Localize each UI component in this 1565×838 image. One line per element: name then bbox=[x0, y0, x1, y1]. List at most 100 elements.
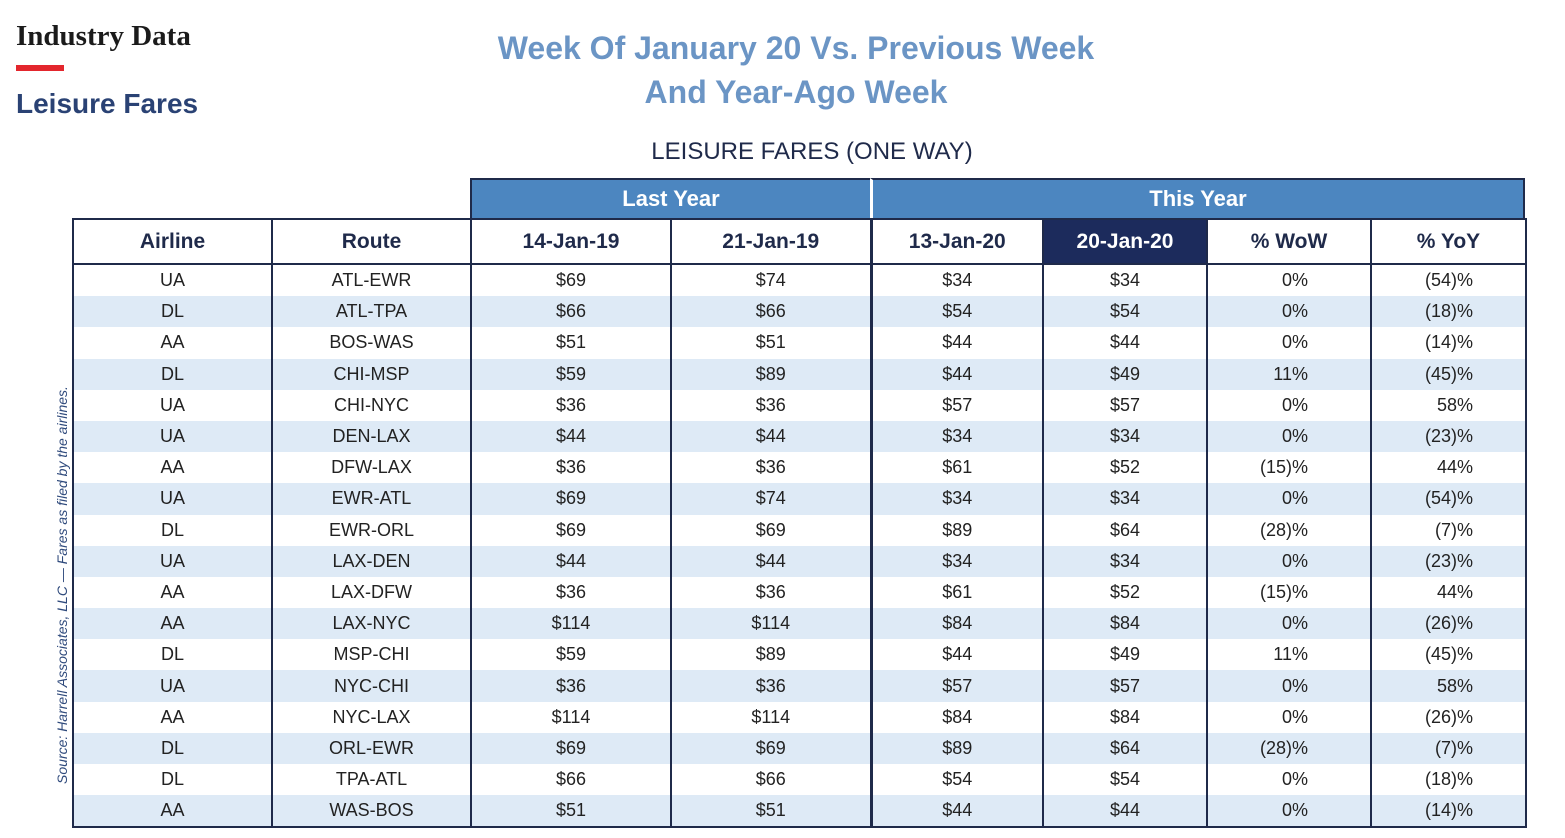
table-row: DL MSP-CHI $59 $89 $44 $49 11% (45)% bbox=[72, 639, 1527, 671]
route-cell: DFW-LAX bbox=[271, 452, 472, 484]
airline-cell: DL bbox=[72, 514, 273, 546]
fare-21-jan-19-cell: $51 bbox=[670, 795, 872, 829]
fare-14-jan-19-cell: $69 bbox=[470, 514, 672, 546]
route-cell: DEN-LAX bbox=[271, 420, 472, 453]
column-header-14-jan-19: 14-Jan-19 bbox=[470, 218, 672, 265]
airline-cell: DL bbox=[72, 764, 273, 796]
table-row: AA LAX-DFW $36 $36 $61 $52 (15)% 44% bbox=[72, 576, 1527, 609]
fare-20-jan-20-cell: $57 bbox=[1042, 389, 1208, 421]
pct-wow-cell: (15)% bbox=[1206, 452, 1372, 484]
fare-14-jan-19-cell: $114 bbox=[470, 608, 672, 640]
fare-21-jan-19-cell: $36 bbox=[670, 576, 872, 609]
fare-13-jan-20-cell: $89 bbox=[869, 732, 1044, 764]
fare-13-jan-20-cell: $54 bbox=[869, 296, 1044, 328]
group-header-this-year: This Year bbox=[870, 178, 1525, 218]
pct-yoy-cell: (18)% bbox=[1370, 764, 1527, 796]
route-cell: BOS-WAS bbox=[271, 327, 472, 359]
fare-21-jan-19-cell: $89 bbox=[670, 358, 872, 390]
route-cell: LAX-DEN bbox=[271, 545, 472, 577]
airline-cell: AA bbox=[72, 701, 273, 733]
pct-yoy-cell: (14)% bbox=[1370, 795, 1527, 829]
airline-cell: DL bbox=[72, 639, 273, 671]
fare-21-jan-19-cell: $74 bbox=[670, 264, 872, 297]
fare-13-jan-20-cell: $84 bbox=[869, 608, 1044, 640]
fare-20-jan-20-cell: $52 bbox=[1042, 452, 1208, 484]
table-row: DL TPA-ATL $66 $66 $54 $54 0% (18)% bbox=[72, 764, 1527, 796]
fare-21-jan-19-cell: $51 bbox=[670, 327, 872, 359]
fares-table: Airline Route 14-Jan-19 21-Jan-19 13-Jan… bbox=[72, 218, 1527, 829]
route-cell: NYC-LAX bbox=[271, 701, 472, 733]
table-row: AA WAS-BOS $51 $51 $44 $44 0% (14)% bbox=[72, 795, 1527, 829]
pct-yoy-cell: (26)% bbox=[1370, 608, 1527, 640]
fare-20-jan-20-cell: $49 bbox=[1042, 358, 1208, 390]
fare-21-jan-19-cell: $114 bbox=[670, 701, 872, 733]
table-row: UA EWR-ATL $69 $74 $34 $34 0% (54)% bbox=[72, 483, 1527, 515]
column-header-pct-wow: % WoW bbox=[1206, 218, 1372, 265]
fare-14-jan-19-cell: $44 bbox=[470, 545, 672, 577]
pct-yoy-cell: (14)% bbox=[1370, 327, 1527, 359]
pct-wow-cell: (28)% bbox=[1206, 732, 1372, 764]
fare-14-jan-19-cell: $51 bbox=[470, 327, 672, 359]
pct-yoy-cell: (54)% bbox=[1370, 483, 1527, 515]
pct-yoy-cell: 44% bbox=[1370, 576, 1527, 609]
pct-yoy-cell: 44% bbox=[1370, 452, 1527, 484]
fare-21-jan-19-cell: $66 bbox=[670, 296, 872, 328]
fare-14-jan-19-cell: $36 bbox=[470, 452, 672, 484]
fare-20-jan-20-cell: $64 bbox=[1042, 514, 1208, 546]
fare-13-jan-20-cell: $34 bbox=[869, 545, 1044, 577]
source-note-text: Source: Harrell Associates, LLC — Fares … bbox=[54, 386, 70, 784]
pct-yoy-cell: (7)% bbox=[1370, 732, 1527, 764]
pct-wow-cell: 0% bbox=[1206, 264, 1372, 297]
fare-14-jan-19-cell: $59 bbox=[470, 358, 672, 390]
fare-20-jan-20-cell: $44 bbox=[1042, 795, 1208, 829]
route-cell: CHI-NYC bbox=[271, 389, 472, 421]
pct-wow-cell: 0% bbox=[1206, 420, 1372, 453]
headline-line-2: And Year-Ago Week bbox=[644, 74, 948, 110]
fare-13-jan-20-cell: $61 bbox=[869, 452, 1044, 484]
airline-cell: AA bbox=[72, 608, 273, 640]
table-row: UA LAX-DEN $44 $44 $34 $34 0% (23)% bbox=[72, 545, 1527, 577]
pct-wow-cell: 0% bbox=[1206, 701, 1372, 733]
table-row: UA CHI-NYC $36 $36 $57 $57 0% 58% bbox=[72, 389, 1527, 421]
fare-13-jan-20-cell: $44 bbox=[869, 639, 1044, 671]
headline-line-1: Week Of January 20 Vs. Previous Week bbox=[497, 30, 1095, 66]
column-header-pct-yoy: % YoY bbox=[1370, 218, 1527, 265]
pct-wow-cell: (15)% bbox=[1206, 576, 1372, 609]
airline-cell: DL bbox=[72, 358, 273, 390]
fare-20-jan-20-cell: $34 bbox=[1042, 545, 1208, 577]
pct-wow-cell: 11% bbox=[1206, 358, 1372, 390]
pct-yoy-cell: (54)% bbox=[1370, 264, 1527, 297]
pct-wow-cell: 0% bbox=[1206, 296, 1372, 328]
fare-20-jan-20-cell: $54 bbox=[1042, 296, 1208, 328]
airline-cell: AA bbox=[72, 576, 273, 609]
fare-20-jan-20-cell: $84 bbox=[1042, 701, 1208, 733]
fare-21-jan-19-cell: $114 bbox=[670, 608, 872, 640]
route-cell: LAX-DFW bbox=[271, 576, 472, 609]
pct-yoy-cell: (23)% bbox=[1370, 545, 1527, 577]
pct-wow-cell: 11% bbox=[1206, 639, 1372, 671]
fare-20-jan-20-cell: $44 bbox=[1042, 327, 1208, 359]
fare-14-jan-19-cell: $69 bbox=[470, 264, 672, 297]
airline-cell: DL bbox=[72, 296, 273, 328]
route-cell: LAX-NYC bbox=[271, 608, 472, 640]
section-name: Industry Data bbox=[16, 20, 191, 52]
fare-13-jan-20-cell: $57 bbox=[869, 670, 1044, 702]
fare-21-jan-19-cell: $44 bbox=[670, 545, 872, 577]
topic-title: Leisure Fares bbox=[16, 88, 199, 119]
pct-yoy-cell: (23)% bbox=[1370, 420, 1527, 453]
accent-rule bbox=[16, 65, 64, 71]
fare-13-jan-20-cell: $44 bbox=[869, 327, 1044, 359]
headline: Week Of January 20 Vs. Previous Week And… bbox=[370, 26, 1222, 114]
column-header-airline: Airline bbox=[72, 218, 273, 265]
fare-20-jan-20-cell: $84 bbox=[1042, 608, 1208, 640]
table-row: DL ATL-TPA $66 $66 $54 $54 0% (18)% bbox=[72, 296, 1527, 328]
pct-wow-cell: 0% bbox=[1206, 764, 1372, 796]
fare-13-jan-20-cell: $44 bbox=[869, 795, 1044, 829]
fare-13-jan-20-cell: $44 bbox=[869, 358, 1044, 390]
pct-wow-cell: 0% bbox=[1206, 327, 1372, 359]
route-cell: WAS-BOS bbox=[271, 795, 472, 829]
fare-14-jan-19-cell: $36 bbox=[470, 389, 672, 421]
pct-wow-cell: 0% bbox=[1206, 389, 1372, 421]
pct-yoy-cell: 58% bbox=[1370, 389, 1527, 421]
fare-20-jan-20-cell: $34 bbox=[1042, 420, 1208, 453]
